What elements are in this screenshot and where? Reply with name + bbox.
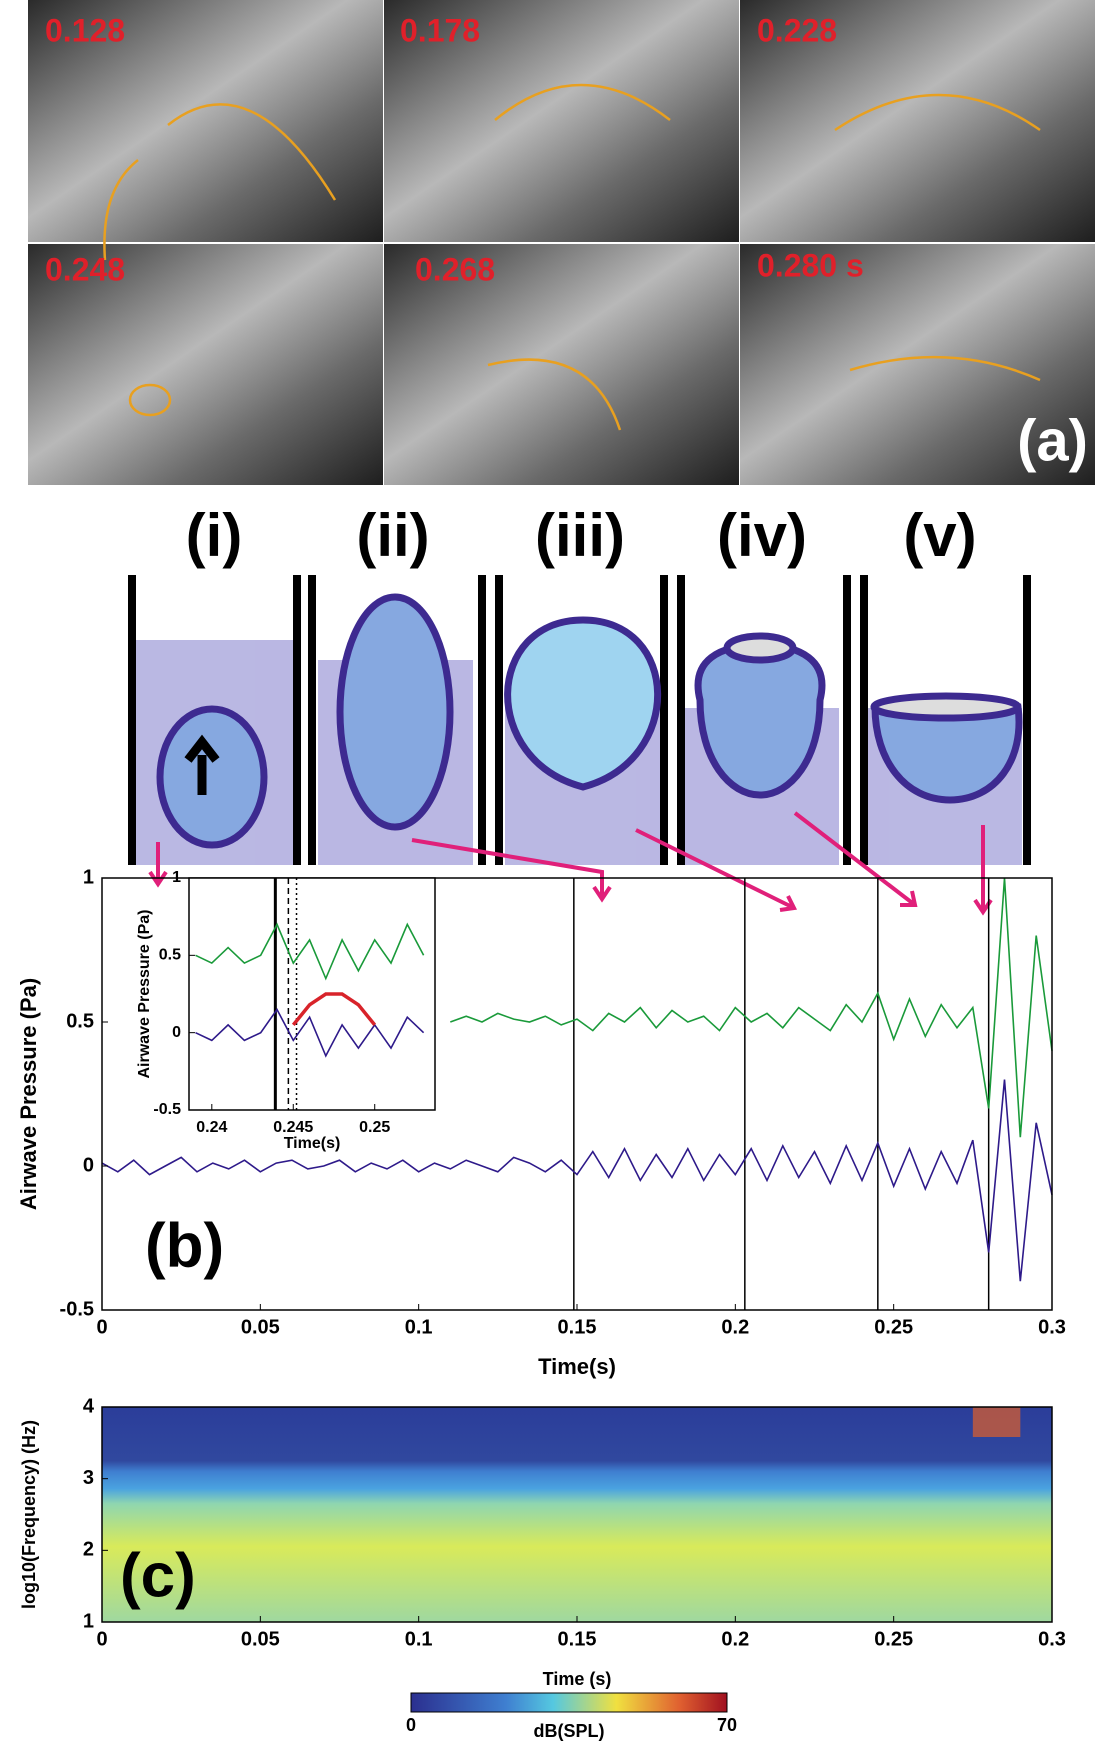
x-tick-label: 0.2 xyxy=(721,1628,749,1650)
y-tick-label: 1 xyxy=(83,1610,94,1632)
x-tick-label: 0.15 xyxy=(558,1316,597,1338)
y-axis-label: log10(Frequency) (Hz) xyxy=(19,1420,39,1609)
chart: 0 0.05 0.1 0.15 0.2 0.25 0.3-0.500.51Time(s)Ai… xyxy=(16,866,1066,1379)
x-tick-label: 0.05 xyxy=(241,1628,280,1650)
y-tick-label: 1 xyxy=(83,866,94,888)
y-tick-label: -0.5 xyxy=(60,1298,94,1320)
y-tick-label: 4 xyxy=(83,1395,95,1417)
timestamp: 0.128 xyxy=(45,12,125,48)
x-tick-label: 0.3 xyxy=(1038,1628,1066,1650)
spectrogram xyxy=(102,1407,1052,1622)
colorbar xyxy=(410,1692,728,1713)
x-axis-label: Time (s) xyxy=(543,1669,612,1689)
x-tick-label: 0.2 xyxy=(721,1316,749,1338)
y-tick-label: 3 xyxy=(83,1467,94,1489)
panel-label: (b) xyxy=(145,1211,224,1280)
series-line xyxy=(195,1007,425,1058)
y-tick-label: -0.5 xyxy=(153,1101,181,1118)
x-tick-label: 0.1 xyxy=(405,1628,433,1650)
stage-label: (ii) xyxy=(356,502,429,569)
x-tick-label: 0 xyxy=(96,1316,107,1338)
colorbar-tick-label: 70 xyxy=(717,1715,737,1735)
photo xyxy=(28,244,383,485)
timestamp: 0.178 xyxy=(400,12,480,48)
x-tick-label: 0.25 xyxy=(874,1316,913,1338)
x-tick-label: 0.05 xyxy=(241,1316,280,1338)
timestamp: 0.280 s xyxy=(757,247,864,283)
spectrogram-burst xyxy=(972,1407,1021,1437)
stage-label: (i) xyxy=(186,502,243,569)
photo xyxy=(740,0,1095,242)
colorbar-tick-label: 0 xyxy=(406,1715,416,1735)
plot-frame xyxy=(188,877,436,1111)
photo xyxy=(28,0,383,242)
y-axis-label: Airwave Pressure (Pa) xyxy=(16,978,41,1210)
x-tick-label: 0.15 xyxy=(558,1628,597,1650)
timestamp: 0.228 xyxy=(757,12,837,48)
x-axis-label: Time(s) xyxy=(284,1135,341,1152)
x-tick-label: 0.25 xyxy=(359,1119,390,1136)
photo-panel xyxy=(28,0,1095,485)
series-line xyxy=(450,877,1053,1138)
stage-label: (iii) xyxy=(535,502,625,569)
photo xyxy=(384,0,739,242)
x-tick-label: 0.245 xyxy=(273,1119,313,1136)
timestamp: 0.268 xyxy=(415,251,495,287)
series-line xyxy=(101,1079,1053,1282)
inset-background xyxy=(189,878,435,1150)
arcs xyxy=(103,83,1041,431)
panel-label: (c) xyxy=(120,1541,196,1610)
y-tick-label: 1 xyxy=(172,869,181,886)
y-tick-label: 0 xyxy=(83,1154,94,1176)
y-tick-label: 0 xyxy=(172,1024,181,1041)
x-tick-label: 0.24 xyxy=(196,1119,227,1136)
chart: 0.24 0.245 0.25 -0.5 0 0.5 1 Time(s) Airwave Pre… xyxy=(136,869,436,1152)
y-tick-label: 0.5 xyxy=(66,1010,94,1032)
y-tick-label: 2 xyxy=(83,1539,94,1561)
photo xyxy=(740,244,1095,485)
series-line xyxy=(291,992,377,1027)
y-tick-label: 0.5 xyxy=(159,947,181,964)
x-axis-label: Time(s) xyxy=(538,1354,616,1379)
x-tick-label: 0.1 xyxy=(405,1316,433,1338)
series-line xyxy=(195,922,425,981)
schematic xyxy=(128,575,1031,916)
colorbar-label: dB(SPL) xyxy=(534,1721,605,1741)
chart: 0 0.05 0.1 0.15 0.2 0.25 0.3 1 2 3 4 Time (s) log10(… xyxy=(19,1395,1066,1740)
x-tick-label: 0 xyxy=(96,1628,107,1650)
y-axis-label: Airwave Pressure (Pa) xyxy=(136,910,153,1079)
stage-label: (iv) xyxy=(717,502,807,569)
timestamp: 0.248 xyxy=(45,251,125,287)
x-tick-label: 0.25 xyxy=(874,1628,913,1650)
stage-label: (v) xyxy=(903,502,976,569)
x-tick-label: 0.3 xyxy=(1038,1316,1066,1338)
panel-label: (a) xyxy=(1017,408,1088,473)
